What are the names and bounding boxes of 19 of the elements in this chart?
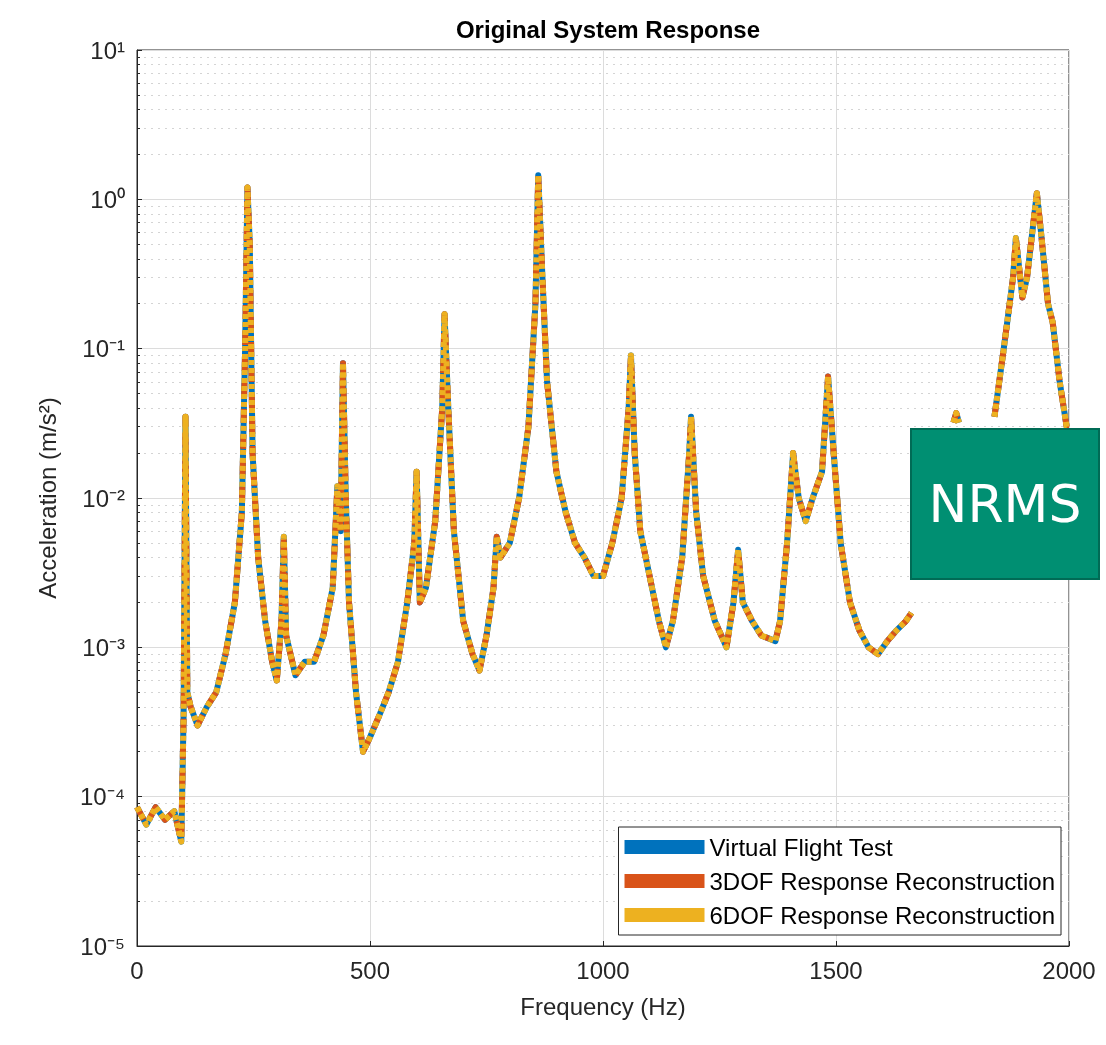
y-tick-label: 10⁰ — [90, 185, 125, 213]
y-tick-label: 10⁻¹ — [82, 335, 126, 363]
x-tick-label: 2000 — [1042, 956, 1096, 984]
y-tick-label: 10⁻² — [82, 484, 126, 512]
x-axis-title: Frequency (Hz) — [520, 992, 686, 1020]
legend-label: 3DOF Response Reconstruction — [709, 867, 1056, 895]
legend-label: 6DOF Response Reconstruction — [709, 901, 1056, 929]
y-tick-label: 10⁻³ — [82, 633, 126, 661]
legend-label: Virtual Flight Test — [709, 833, 894, 861]
y-axis-title: Acceleration (m/s²) — [33, 397, 61, 599]
y-tick-label: 10¹ — [90, 36, 126, 64]
x-tick-label: 500 — [349, 956, 391, 984]
x-tick-label: 1000 — [576, 956, 630, 984]
y-tick-label: 10⁻⁵ — [80, 932, 125, 960]
y-tick-label: 10⁻⁴ — [79, 783, 125, 811]
chart-title: Original System Response — [455, 15, 761, 43]
x-tick-label: 1500 — [809, 956, 863, 984]
text-box: NRMS — [910, 428, 1100, 580]
x-tick-label: 0 — [130, 956, 144, 984]
